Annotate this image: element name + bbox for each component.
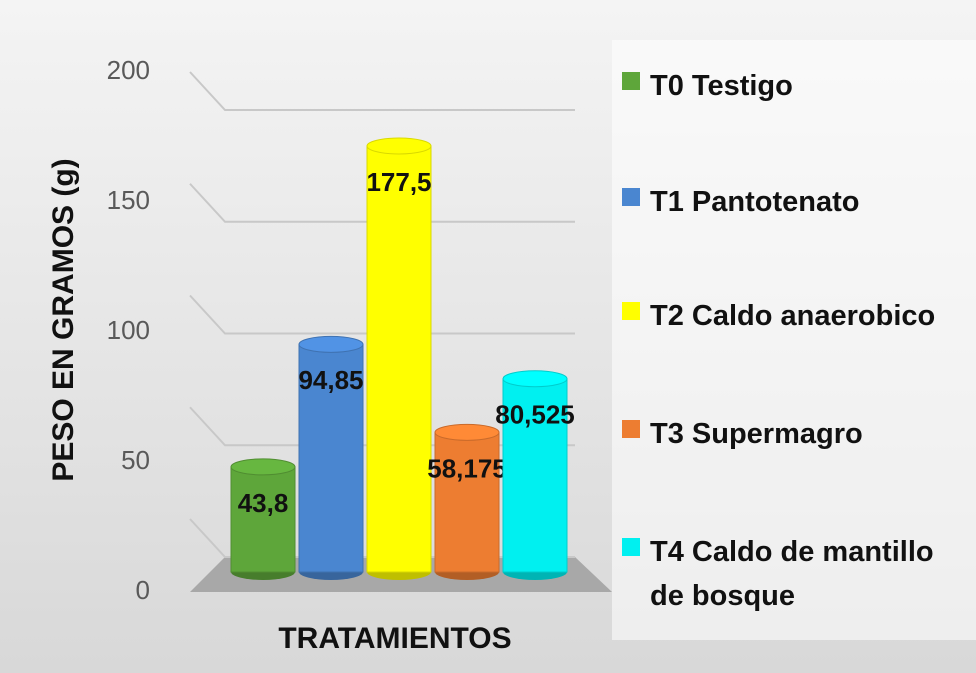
bar	[434, 431, 500, 573]
y-axis-title: PESO EN GRAMOS (g)	[47, 158, 80, 481]
bar	[230, 466, 296, 573]
y-tick-label: 150	[107, 185, 150, 215]
value-label: 58,175	[427, 453, 507, 483]
y-tick-label: 100	[107, 315, 150, 345]
bar	[366, 145, 432, 573]
value-label: 94,85	[298, 365, 363, 395]
legend-item: T2 Caldo anaerobico	[622, 294, 960, 338]
legend-swatch	[622, 188, 640, 206]
legend-label: T0 Testigo	[650, 70, 793, 102]
grid-line	[189, 183, 575, 223]
bar	[502, 378, 568, 573]
grid-line	[189, 71, 575, 111]
y-tick-label: 0	[136, 575, 150, 605]
legend-label: T2 Caldo anaerobico	[650, 300, 936, 332]
legend-item: T3 Supermagro	[622, 412, 960, 456]
legend-swatch	[622, 72, 640, 90]
legend-label: T1 Pantotenato	[650, 186, 860, 218]
legend-item: T4 Caldo de mantillo de bosque	[622, 530, 960, 618]
bar-top	[502, 370, 568, 388]
legend: T0 Testigo T1 Pantotenato T2 Caldo anaerob…	[612, 40, 976, 640]
bar-top	[366, 137, 432, 155]
bar	[298, 343, 364, 573]
value-label: 43,8	[238, 488, 289, 518]
y-tick-label: 200	[107, 55, 150, 85]
x-axis-title: TRATAMIENTOS	[278, 622, 511, 655]
grid-line	[189, 294, 575, 335]
value-label: 80,525	[495, 400, 575, 430]
bar-top	[230, 458, 296, 476]
y-tick-label: 50	[121, 445, 150, 475]
legend-swatch	[622, 420, 640, 438]
bar-top	[434, 423, 500, 441]
value-label: 177,5	[366, 167, 431, 197]
legend-label: T3 Supermagro	[650, 418, 863, 450]
legend-swatch	[622, 538, 640, 556]
legend-item: T1 Pantotenato	[622, 180, 960, 224]
legend-item: T0 Testigo	[622, 64, 960, 108]
legend-label: T4 Caldo de mantillo de bosque	[650, 536, 934, 612]
legend-swatch	[622, 302, 640, 320]
bar-top	[298, 335, 364, 353]
